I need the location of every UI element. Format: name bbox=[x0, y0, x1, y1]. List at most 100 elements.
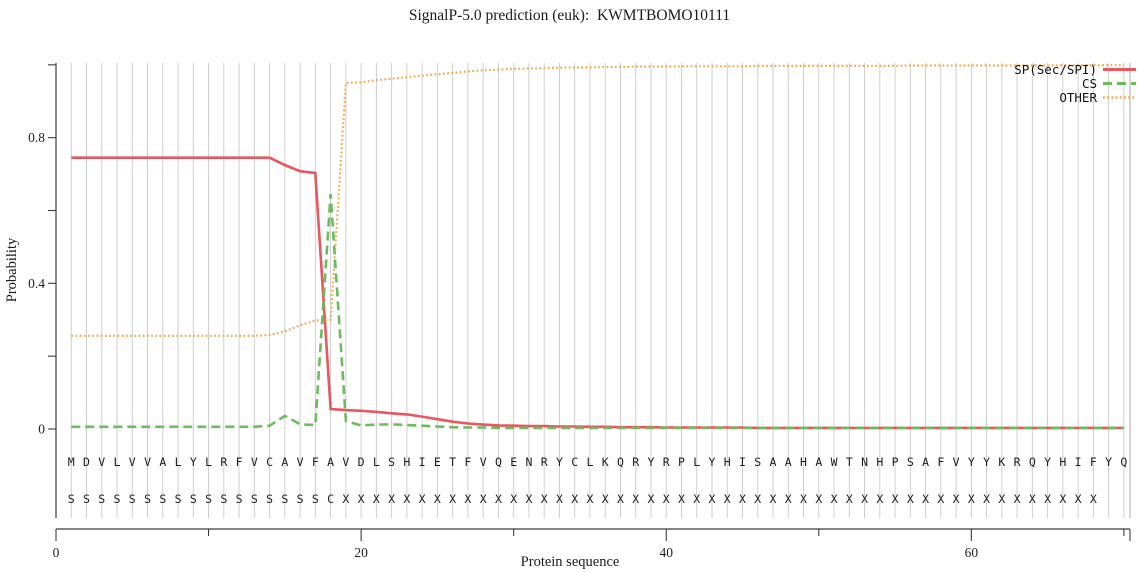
sequence-letter: E bbox=[434, 455, 441, 469]
sequence-letter: I bbox=[1075, 455, 1082, 469]
sequence-letter: K bbox=[602, 455, 609, 469]
annotation-letter: S bbox=[98, 492, 105, 506]
annotation-letter: X bbox=[937, 492, 944, 506]
sequence-letter: L bbox=[373, 455, 380, 469]
x-tick-label: 60 bbox=[965, 545, 979, 560]
annotation-letter: X bbox=[648, 492, 655, 506]
sequence-letter: I bbox=[419, 455, 426, 469]
annotation-letter: S bbox=[312, 492, 319, 506]
sequence-letter: V bbox=[98, 455, 105, 469]
annotation-letter: X bbox=[678, 492, 685, 506]
sequence-letter: P bbox=[892, 455, 899, 469]
annotation-letter: X bbox=[1075, 492, 1082, 506]
sequence-letter: L bbox=[693, 455, 700, 469]
annotation-letter: X bbox=[403, 492, 410, 506]
sequence-letter: T bbox=[449, 455, 456, 469]
sequence-letter: A bbox=[327, 455, 334, 469]
x-tick-label: 0 bbox=[53, 545, 60, 560]
annotation-letter: S bbox=[236, 492, 243, 506]
sequence-letter: A bbox=[815, 455, 822, 469]
annotation-letter: X bbox=[968, 492, 975, 506]
legend: SP(Sec/SPI) CS OTHER bbox=[1014, 62, 1136, 105]
annotation-letter: S bbox=[220, 492, 227, 506]
annotation-letter: X bbox=[831, 492, 838, 506]
annotation-letter: X bbox=[632, 492, 639, 506]
sequence-letter: L bbox=[205, 455, 212, 469]
grid bbox=[70, 63, 1125, 518]
legend-label-cs: CS bbox=[1082, 76, 1097, 91]
annotation-letter: X bbox=[602, 492, 609, 506]
chart-title: SignalP-5.0 prediction (euk): KWMTBOMO10… bbox=[408, 7, 731, 24]
sequence-letter: H bbox=[800, 455, 807, 469]
y-tick-label: 0 bbox=[38, 422, 45, 437]
annotation-letter: X bbox=[342, 492, 349, 506]
sequence-letter: R bbox=[220, 455, 227, 469]
sequence-letter: V bbox=[129, 455, 136, 469]
annotation-letter: S bbox=[144, 492, 151, 506]
annotation-letter: S bbox=[266, 492, 273, 506]
annotation-letter: X bbox=[907, 492, 914, 506]
annotation-letter: S bbox=[129, 492, 136, 506]
sequence-rows: MSDSVSLSVSVSASLSYSLSRSFSVSCSASVSFSACVXDX… bbox=[68, 455, 1128, 506]
sequence-letter: Y bbox=[556, 455, 563, 469]
sequence-letter: L bbox=[175, 455, 182, 469]
annotation-letter: X bbox=[586, 492, 593, 506]
sequence-letter: Y bbox=[648, 455, 655, 469]
sequence-letter: F bbox=[1090, 455, 1097, 469]
sequence-letter: V bbox=[297, 455, 304, 469]
annotation-letter: S bbox=[190, 492, 197, 506]
sequence-letter: F bbox=[937, 455, 944, 469]
sequence-letter: F bbox=[236, 455, 243, 469]
sequence-letter: L bbox=[586, 455, 593, 469]
sequence-letter: N bbox=[861, 455, 868, 469]
sequence-letter: Y bbox=[1105, 455, 1112, 469]
sequence-letter: M bbox=[68, 455, 75, 469]
annotation-letter: X bbox=[953, 492, 960, 506]
sequence-letter: Q bbox=[1029, 455, 1036, 469]
annotation-letter: X bbox=[617, 492, 624, 506]
annotation-letter: X bbox=[495, 492, 502, 506]
annotation-letter: S bbox=[114, 492, 121, 506]
annotation-letter: X bbox=[525, 492, 532, 506]
sequence-letter: Q bbox=[495, 455, 502, 469]
sequence-letter: Y bbox=[709, 455, 716, 469]
annotation-letter: X bbox=[663, 492, 670, 506]
sp-sec-spi--line bbox=[71, 156, 1124, 430]
annotation-letter: S bbox=[297, 492, 304, 506]
annotation-letter: X bbox=[709, 492, 716, 506]
annotation-letter: X bbox=[434, 492, 441, 506]
annotation-letter: X bbox=[1029, 492, 1036, 506]
annotation-letter: X bbox=[846, 492, 853, 506]
annotation-letter: X bbox=[922, 492, 929, 506]
annotation-letter: S bbox=[205, 492, 212, 506]
sequence-letter: H bbox=[724, 455, 731, 469]
sequence-letter: D bbox=[358, 455, 365, 469]
y-axis-label: Probability bbox=[4, 237, 20, 302]
annotation-letter: S bbox=[83, 492, 90, 506]
y-tick-label: 0.8 bbox=[28, 130, 45, 145]
sequence-letter: Y bbox=[983, 455, 990, 469]
annotation-letter: X bbox=[754, 492, 761, 506]
sequence-letter: C bbox=[266, 455, 273, 469]
annotation-letter: X bbox=[693, 492, 700, 506]
sequence-letter: H bbox=[876, 455, 883, 469]
annotation-letter: S bbox=[159, 492, 166, 506]
annotation-letter: X bbox=[464, 492, 471, 506]
legend-label-other: OTHER bbox=[1059, 90, 1097, 105]
sequence-letter: A bbox=[159, 455, 166, 469]
sequence-letter: A bbox=[281, 455, 288, 469]
sequence-letter: K bbox=[998, 455, 1005, 469]
annotation-letter: X bbox=[892, 492, 899, 506]
series-lines bbox=[71, 64, 1124, 430]
annotation-letter: X bbox=[373, 492, 380, 506]
sequence-letter: V bbox=[251, 455, 258, 469]
annotation-letter: X bbox=[998, 492, 1005, 506]
sequence-letter: R bbox=[1014, 455, 1021, 469]
sequence-letter: H bbox=[403, 455, 410, 469]
sequence-letter: I bbox=[739, 455, 746, 469]
sequence-letter: R bbox=[663, 455, 670, 469]
annotation-letter: X bbox=[510, 492, 517, 506]
annotation-letter: X bbox=[480, 492, 487, 506]
annotation-letter: S bbox=[281, 492, 288, 506]
